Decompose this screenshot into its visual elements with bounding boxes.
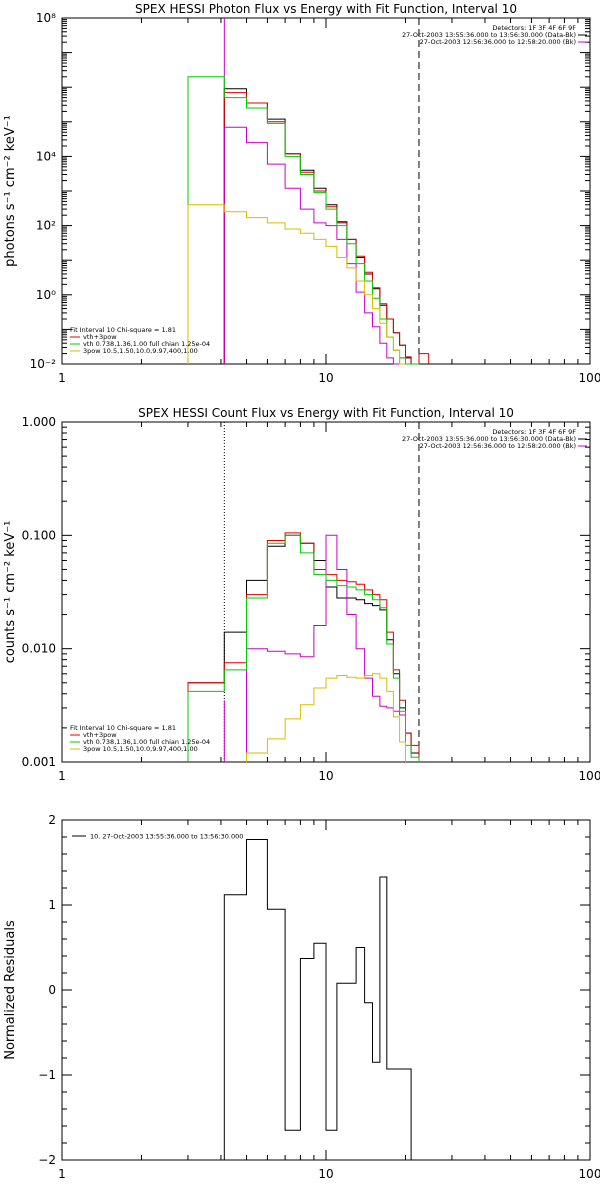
y-tick-label: 10⁻² bbox=[30, 357, 57, 371]
series-line bbox=[246, 673, 406, 762]
series-line bbox=[187, 532, 420, 762]
legend-label: Detectors: 1F 3F 4F 6F 9F bbox=[492, 428, 576, 436]
y-tick-label: 0.001 bbox=[22, 755, 56, 769]
fit-legend-title: Fit Interval 10 Chi-square = 1.81 bbox=[70, 326, 176, 334]
legend-label: 27-Oct-2003 12:56:36.000 to 12:58:20.000… bbox=[420, 442, 576, 450]
x-tick-label: 100 bbox=[579, 1167, 600, 1181]
x-tick-label: 100 bbox=[579, 371, 600, 385]
y-tick-label: 1.000 bbox=[22, 415, 56, 429]
legend-label: 27-Oct-2003 13:55:36.000 to 13:56:30.000… bbox=[402, 435, 576, 443]
x-tick-label: 1 bbox=[58, 769, 66, 783]
x-tick-label: 10 bbox=[318, 769, 333, 783]
fit-legend-title: Fit Interval 10 Chi-square = 1.81 bbox=[70, 724, 176, 732]
series-line bbox=[187, 534, 420, 762]
series-line bbox=[223, 126, 406, 365]
y-tick-label: 0.100 bbox=[22, 528, 56, 542]
x-tick-label: 1 bbox=[58, 371, 66, 385]
y-tick-label: 2 bbox=[48, 813, 56, 827]
series-line bbox=[187, 534, 420, 762]
chart-title: SPEX HESSI Count Flux vs Energy with Fit… bbox=[138, 406, 514, 420]
x-tick-label: 1 bbox=[58, 1167, 66, 1181]
series-line bbox=[223, 88, 412, 364]
y-tick-label: 10⁴ bbox=[36, 149, 56, 163]
x-tick-label: 10 bbox=[318, 371, 333, 385]
chart-title: SPEX HESSI Photon Flux vs Energy with Fi… bbox=[135, 2, 517, 16]
y-tick-label: 0.010 bbox=[22, 642, 56, 656]
y-axis-label: counts s⁻¹ cm⁻² keV⁻¹ bbox=[3, 521, 18, 664]
y-tick-label: 10² bbox=[36, 219, 56, 233]
series-line bbox=[223, 839, 419, 1161]
y-axis-label: photons s⁻¹ cm⁻² keV⁻¹ bbox=[3, 115, 18, 267]
series-line bbox=[246, 534, 406, 762]
x-tick-label: 10 bbox=[318, 1167, 333, 1181]
fit-legend-label: 3pow 10.5,1.50,10.0,9.97,400,1.00 bbox=[83, 347, 198, 355]
series-line bbox=[187, 204, 406, 365]
fit-legend-label: vth+3pow bbox=[83, 731, 117, 739]
y-tick-label: 0 bbox=[48, 983, 56, 997]
x-tick-label: 100 bbox=[579, 769, 600, 783]
y-tick-label: −1 bbox=[38, 1068, 56, 1082]
legend-label: 27-Oct-2003 13:55:36.000 to 13:56:30.000… bbox=[402, 31, 576, 39]
series-line bbox=[223, 92, 430, 365]
fit-legend-label: 3pow 10.5,1.50,10.0,9.97,400,1.00 bbox=[83, 745, 198, 753]
legend-label: 27-Oct-2003 12:56:36.000 to 12:58:20.000… bbox=[420, 38, 576, 46]
fit-legend-label: vth+3pow bbox=[83, 333, 117, 341]
fit-legend-label: vth 0.738,1.36,1.00 full chian 1.25e-04 bbox=[83, 340, 210, 348]
y-axis-label: Normalized Residuals bbox=[3, 920, 18, 1060]
fit-legend-label: vth 0.738,1.36,1.00 full chian 1.25e-04 bbox=[83, 738, 210, 746]
y-tick-label: 1 bbox=[48, 898, 56, 912]
series-line bbox=[187, 76, 419, 365]
legend-label: Detectors: 1F 3F 4F 6F 9F bbox=[492, 24, 576, 32]
y-tick-label: −2 bbox=[38, 1153, 56, 1167]
y-tick-label: 10⁸ bbox=[36, 11, 56, 25]
y-tick-label: 10⁰ bbox=[36, 288, 56, 302]
legend-label: 10. 27-Oct-2003 13:55:36.000 to 13:56:30… bbox=[90, 833, 243, 841]
